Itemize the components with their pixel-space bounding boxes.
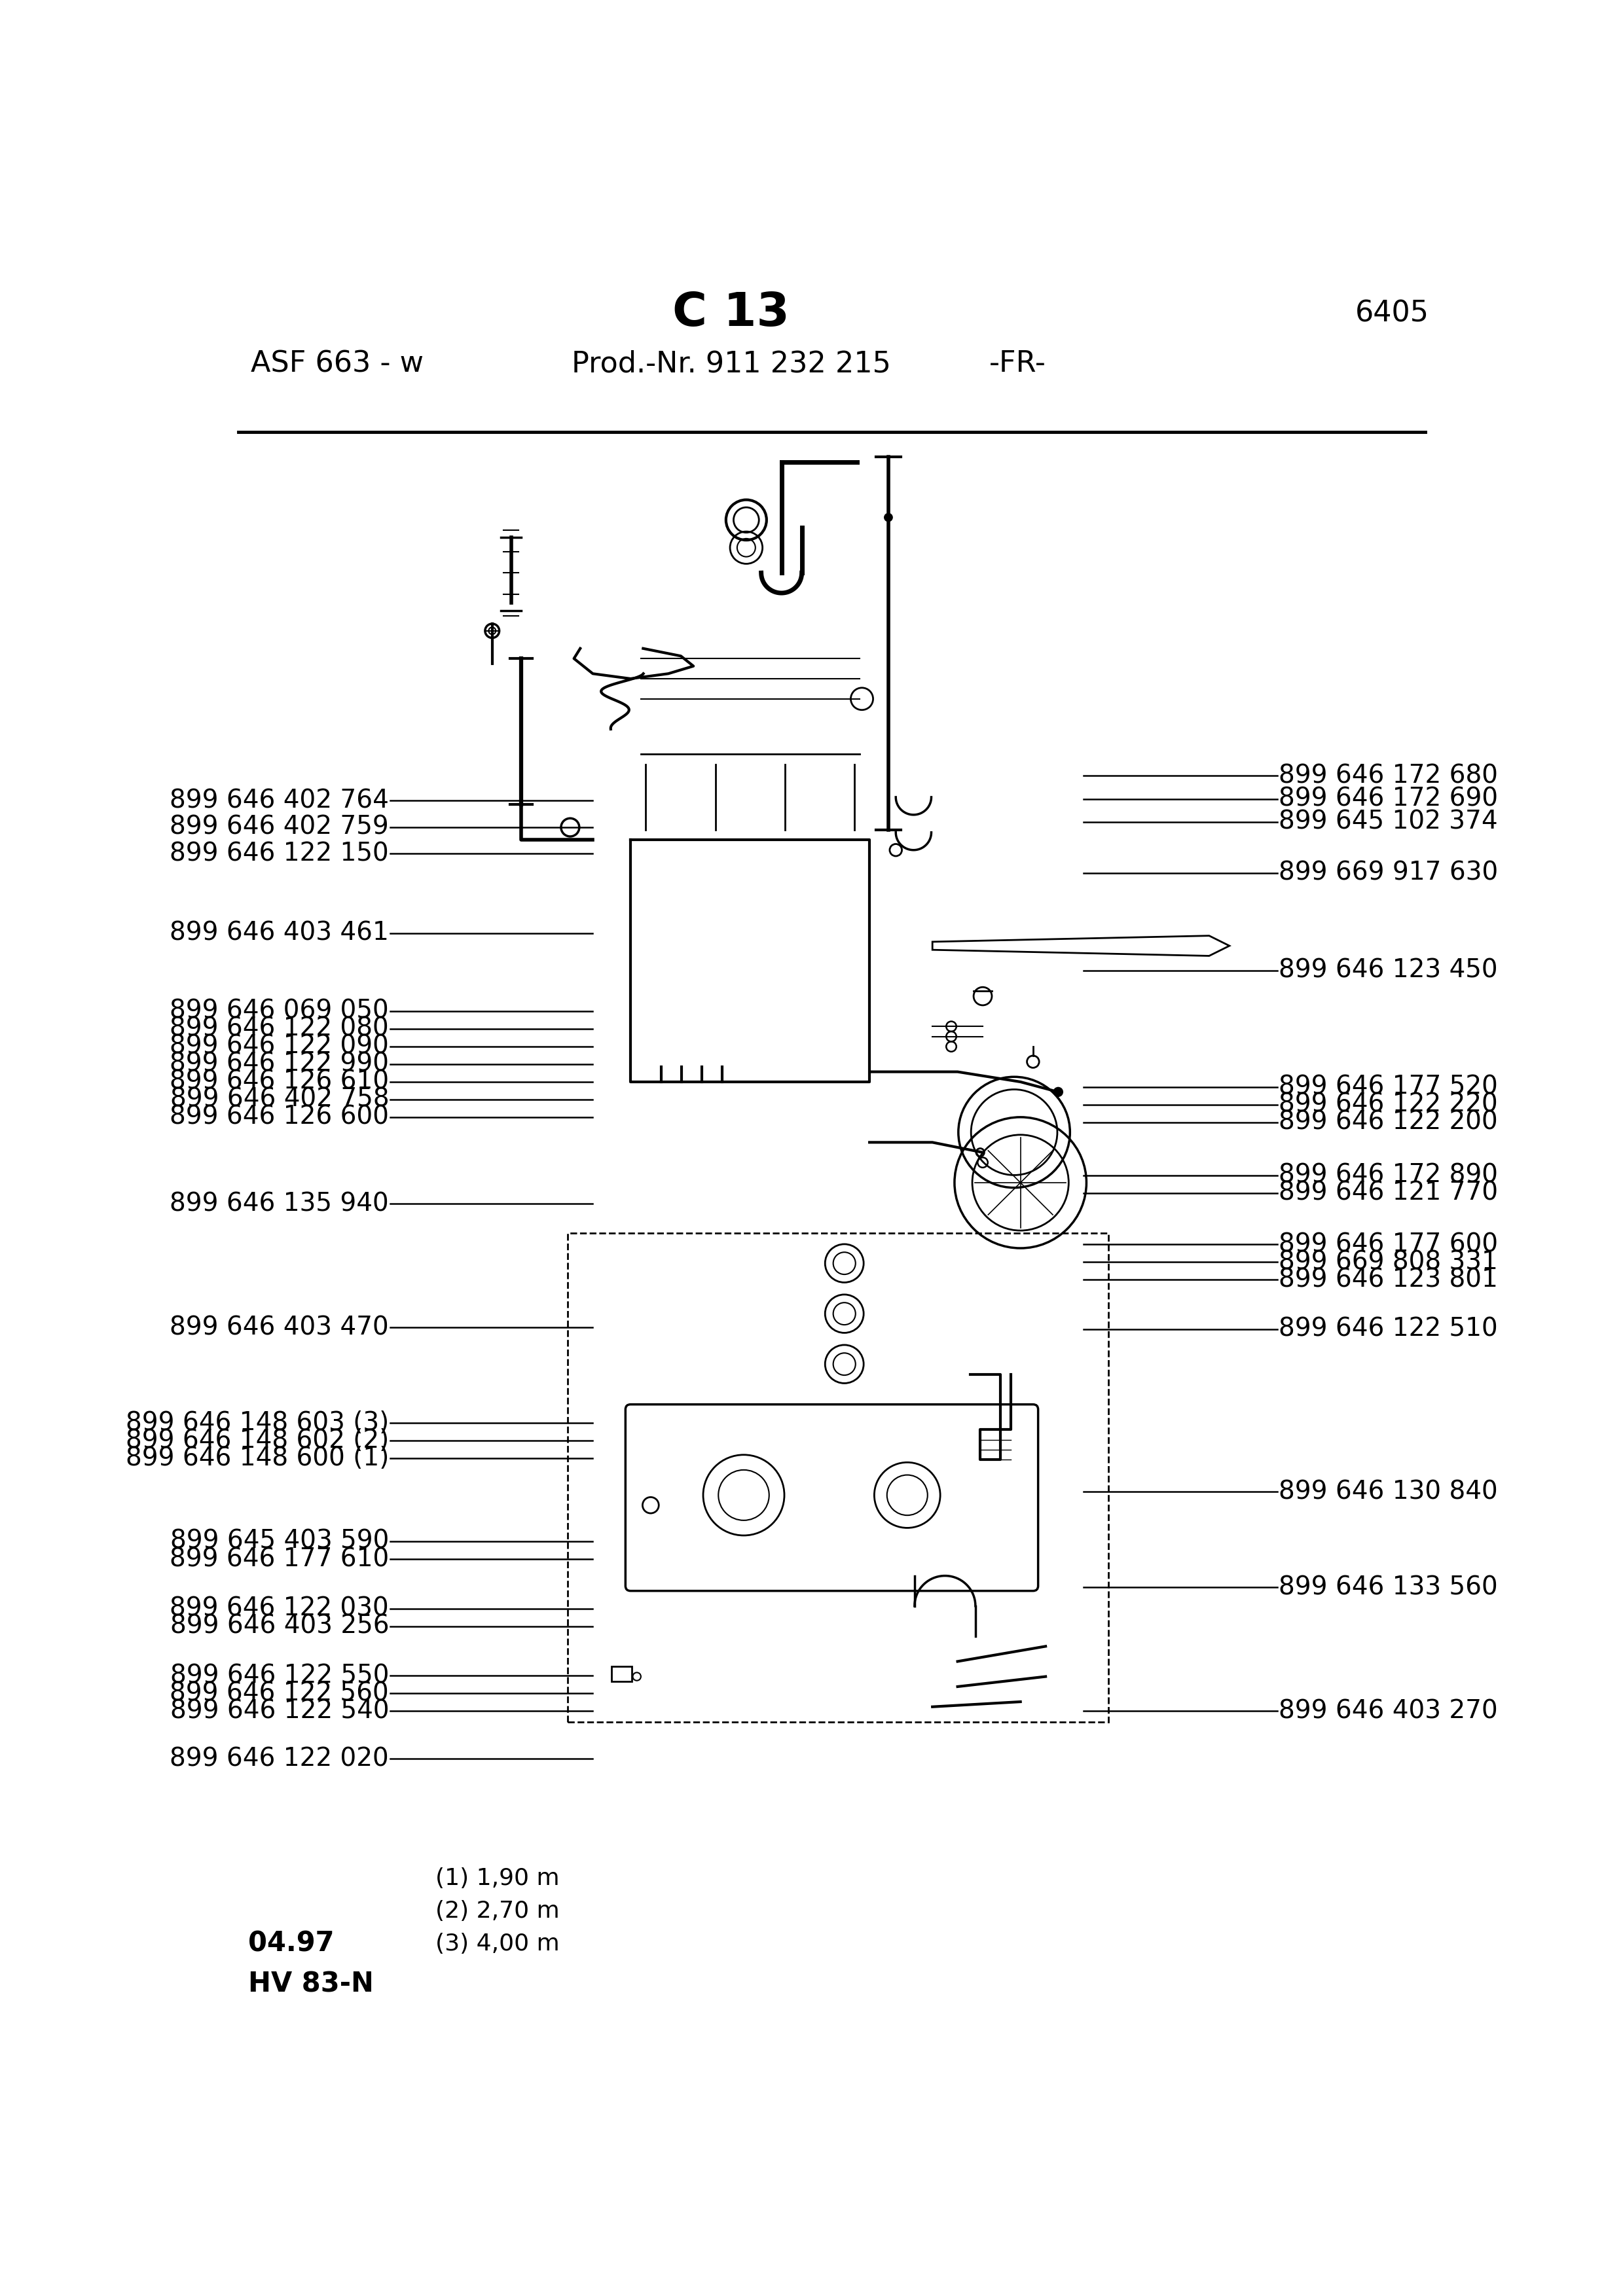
Text: 899 646 135 940: 899 646 135 940	[170, 1192, 390, 1217]
Text: 899 645 102 374: 899 645 102 374	[1279, 810, 1498, 833]
Text: 899 646 130 840: 899 646 130 840	[1279, 1479, 1498, 1504]
Text: 899 646 172 680: 899 646 172 680	[1279, 762, 1498, 788]
Circle shape	[1053, 1086, 1063, 1097]
Text: 899 646 122 560: 899 646 122 560	[170, 1681, 390, 1706]
Text: 899 646 123 801: 899 646 123 801	[1279, 1267, 1498, 1293]
Text: 899 646 122 200: 899 646 122 200	[1279, 1109, 1498, 1134]
Text: 6405: 6405	[1355, 298, 1430, 328]
Text: 899 646 403 470: 899 646 403 470	[170, 1316, 390, 1341]
Text: (3) 4,00 m: (3) 4,00 m	[435, 1933, 560, 1954]
Text: 899 646 403 461: 899 646 403 461	[170, 921, 390, 946]
Text: 899 646 122 150: 899 646 122 150	[170, 840, 390, 866]
Text: ASF 663 - w: ASF 663 - w	[250, 349, 424, 379]
Text: HV 83-N: HV 83-N	[248, 1970, 373, 1998]
Text: 899 645 403 590: 899 645 403 590	[170, 1529, 390, 1554]
Text: 899 646 402 764: 899 646 402 764	[170, 788, 390, 813]
Text: 899 646 122 090: 899 646 122 090	[170, 1033, 390, 1058]
Text: 899 646 133 560: 899 646 133 560	[1279, 1575, 1498, 1600]
Text: (2) 2,70 m: (2) 2,70 m	[435, 1899, 560, 1922]
Text: 899 646 172 690: 899 646 172 690	[1279, 788, 1498, 810]
Text: 899 646 126 600: 899 646 126 600	[170, 1104, 390, 1130]
Text: 899 646 403 270: 899 646 403 270	[1279, 1699, 1498, 1724]
Polygon shape	[932, 937, 1230, 955]
Text: (1) 1,90 m: (1) 1,90 m	[435, 1867, 560, 1890]
Text: 899 669 808 331: 899 669 808 331	[1279, 1249, 1498, 1274]
Text: 899 646 123 450: 899 646 123 450	[1279, 957, 1498, 983]
Text: 899 646 122 080: 899 646 122 080	[170, 1017, 390, 1040]
Text: 899 646 122 220: 899 646 122 220	[1279, 1093, 1498, 1118]
Text: 899 646 177 610: 899 646 177 610	[169, 1548, 390, 1570]
Text: -FR-: -FR-	[988, 349, 1045, 379]
Text: 899 646 403 256: 899 646 403 256	[170, 1614, 390, 1639]
Text: 899 646 122 020: 899 646 122 020	[170, 1747, 390, 1770]
Text: 899 646 069 050: 899 646 069 050	[170, 999, 390, 1024]
Text: 899 646 122 030: 899 646 122 030	[170, 1596, 390, 1621]
Text: 899 646 148 602 (2): 899 646 148 602 (2)	[125, 1428, 390, 1453]
Text: 899 646 177 600: 899 646 177 600	[1279, 1233, 1498, 1256]
Text: 899 646 148 600 (1): 899 646 148 600 (1)	[125, 1446, 390, 1472]
Text: 899 646 402 759: 899 646 402 759	[170, 815, 390, 840]
Text: 899 646 121 770: 899 646 121 770	[1279, 1180, 1498, 1205]
Text: 899 646 177 520: 899 646 177 520	[1279, 1075, 1498, 1100]
Text: C 13: C 13	[672, 292, 790, 335]
Bar	[612, 1667, 631, 1681]
Circle shape	[885, 514, 893, 521]
Text: 899 646 122 540: 899 646 122 540	[170, 1699, 390, 1724]
Text: 899 646 172 890: 899 646 172 890	[1279, 1164, 1498, 1187]
Text: 899 669 917 630: 899 669 917 630	[1279, 861, 1498, 886]
Text: 899 646 122 990: 899 646 122 990	[170, 1052, 390, 1077]
Text: 04.97: 04.97	[248, 1931, 334, 1958]
Text: 899 646 122 510: 899 646 122 510	[1279, 1318, 1498, 1341]
Text: 899 646 126 610: 899 646 126 610	[170, 1070, 390, 1095]
Text: 899 646 148 603 (3): 899 646 148 603 (3)	[125, 1410, 390, 1435]
Text: 899 646 402 758: 899 646 402 758	[170, 1086, 390, 1111]
Text: 899 646 122 550: 899 646 122 550	[170, 1662, 390, 1688]
Bar	[568, 1233, 1109, 1722]
Text: Prod.-Nr. 911 232 215: Prod.-Nr. 911 232 215	[571, 349, 891, 379]
